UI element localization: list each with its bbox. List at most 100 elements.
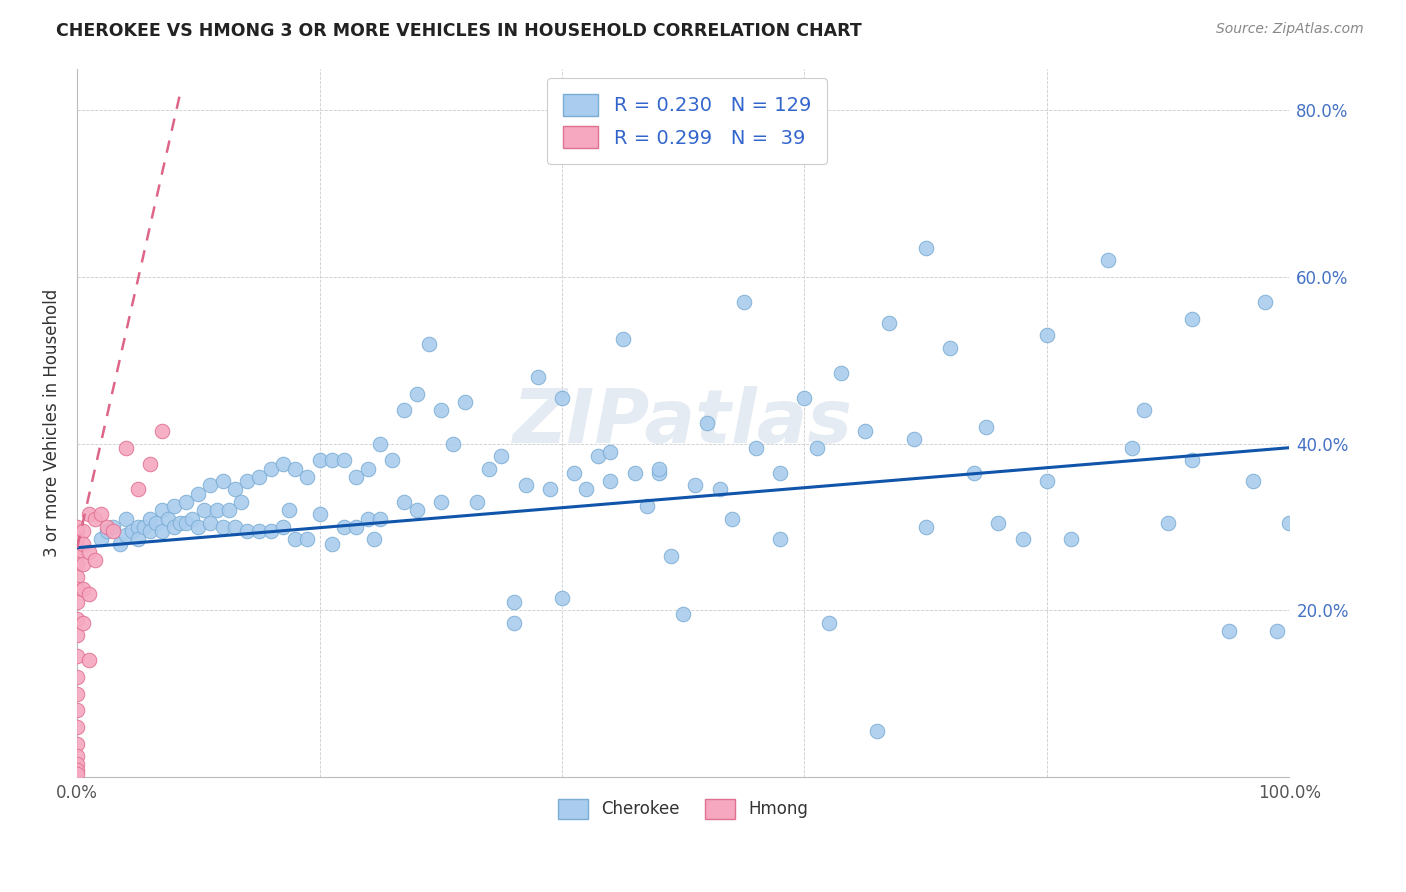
Point bbox=[72, 615, 94, 630]
Point bbox=[163, 520, 186, 534]
Point bbox=[685, 478, 707, 492]
Point bbox=[368, 436, 391, 450]
Point bbox=[368, 511, 391, 525]
Point bbox=[636, 499, 658, 513]
Point bbox=[963, 466, 986, 480]
Point bbox=[1265, 624, 1288, 638]
Point bbox=[599, 445, 621, 459]
Point bbox=[357, 511, 380, 525]
Point bbox=[72, 582, 94, 597]
Point bbox=[205, 503, 228, 517]
Point bbox=[150, 424, 173, 438]
Point bbox=[66, 520, 89, 534]
Point bbox=[193, 503, 215, 517]
Point bbox=[623, 466, 645, 480]
Text: Source: ZipAtlas.com: Source: ZipAtlas.com bbox=[1216, 22, 1364, 37]
Point bbox=[224, 520, 246, 534]
Point bbox=[108, 536, 131, 550]
Point bbox=[1097, 253, 1119, 268]
Point bbox=[551, 391, 574, 405]
Point bbox=[103, 520, 125, 534]
Point bbox=[127, 520, 149, 534]
Point bbox=[357, 461, 380, 475]
Point bbox=[72, 524, 94, 538]
Point bbox=[297, 470, 319, 484]
Point bbox=[121, 524, 143, 538]
Point bbox=[405, 386, 427, 401]
Point bbox=[696, 416, 718, 430]
Legend: Cherokee, Hmong: Cherokee, Hmong bbox=[551, 793, 815, 825]
Point bbox=[284, 533, 307, 547]
Point bbox=[648, 461, 671, 475]
Point bbox=[588, 449, 610, 463]
Point bbox=[114, 441, 136, 455]
Point bbox=[96, 520, 118, 534]
Point bbox=[465, 495, 488, 509]
Point bbox=[1036, 474, 1059, 488]
Point bbox=[236, 474, 259, 488]
Point bbox=[163, 499, 186, 513]
Point bbox=[66, 687, 89, 701]
Point bbox=[187, 520, 209, 534]
Point bbox=[66, 595, 89, 609]
Point bbox=[1157, 516, 1180, 530]
Point bbox=[187, 486, 209, 500]
Point bbox=[526, 369, 548, 384]
Point bbox=[429, 403, 451, 417]
Point bbox=[769, 466, 792, 480]
Point bbox=[612, 332, 634, 346]
Point bbox=[66, 763, 89, 777]
Point bbox=[866, 724, 889, 739]
Point bbox=[66, 549, 89, 563]
Point bbox=[793, 391, 815, 405]
Point bbox=[66, 749, 89, 764]
Point bbox=[333, 453, 356, 467]
Text: ZIPatlas: ZIPatlas bbox=[513, 386, 853, 459]
Point bbox=[84, 511, 107, 525]
Point bbox=[127, 483, 149, 497]
Point bbox=[66, 570, 89, 584]
Point bbox=[66, 703, 89, 717]
Point bbox=[405, 503, 427, 517]
Point bbox=[260, 461, 283, 475]
Point bbox=[174, 516, 197, 530]
Point bbox=[939, 341, 962, 355]
Point bbox=[381, 453, 404, 467]
Point bbox=[211, 520, 233, 534]
Point bbox=[72, 558, 94, 572]
Point bbox=[247, 524, 270, 538]
Point bbox=[515, 478, 537, 492]
Point bbox=[879, 316, 901, 330]
Point bbox=[139, 458, 162, 472]
Point bbox=[132, 520, 155, 534]
Point bbox=[1218, 624, 1240, 638]
Point bbox=[914, 241, 936, 255]
Point bbox=[1121, 441, 1143, 455]
Point bbox=[103, 524, 125, 538]
Point bbox=[418, 336, 440, 351]
Point bbox=[297, 533, 319, 547]
Point bbox=[139, 511, 162, 525]
Point bbox=[769, 533, 792, 547]
Point bbox=[77, 653, 100, 667]
Point bbox=[538, 483, 561, 497]
Point bbox=[308, 453, 330, 467]
Point bbox=[1241, 474, 1264, 488]
Point bbox=[181, 511, 204, 525]
Point bbox=[562, 466, 585, 480]
Point bbox=[260, 524, 283, 538]
Point bbox=[114, 511, 136, 525]
Point bbox=[200, 478, 222, 492]
Point bbox=[575, 483, 598, 497]
Point bbox=[150, 503, 173, 517]
Point bbox=[271, 520, 294, 534]
Point bbox=[77, 508, 100, 522]
Point bbox=[551, 591, 574, 605]
Point bbox=[308, 508, 330, 522]
Point bbox=[599, 474, 621, 488]
Point bbox=[648, 466, 671, 480]
Point bbox=[659, 549, 682, 563]
Point bbox=[90, 508, 112, 522]
Point bbox=[333, 520, 356, 534]
Point bbox=[211, 474, 233, 488]
